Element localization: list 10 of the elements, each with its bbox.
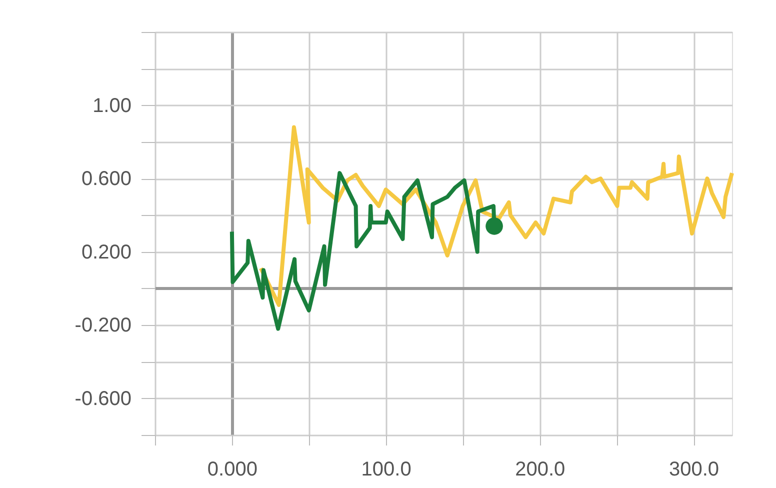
x-tick-label: 0.000 (207, 458, 258, 480)
x-tick-label: 100.0 (361, 458, 412, 480)
line-series (258, 125, 734, 307)
y-tick-label: 0.600 (81, 168, 132, 190)
x-tick-label: 300.0 (669, 458, 720, 480)
y-tick-label: 1.00 (92, 94, 132, 117)
y-tick-label: -0.600 (74, 388, 132, 410)
y-tick-label: -0.200 (74, 314, 132, 337)
y-tick-label: 0.200 (81, 241, 132, 264)
x-tick-label: 200.0 (515, 458, 566, 480)
